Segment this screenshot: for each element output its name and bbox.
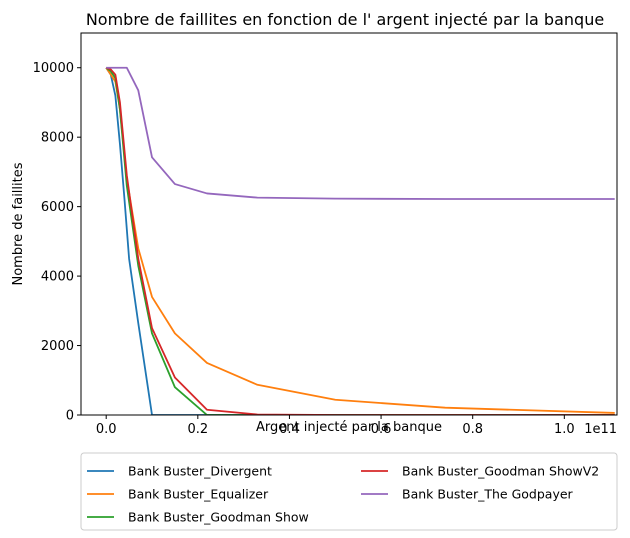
y-tick-label: 6000 <box>41 200 74 215</box>
legend: Bank Buster_Divergent Bank Buster_Equaliz… <box>80 452 618 531</box>
x-tick-label: 0.8 <box>462 422 483 437</box>
y-tick-label: 8000 <box>41 131 74 146</box>
series-line-3 <box>105 67 615 415</box>
y-axis: 0 2000 4000 6000 8000 10000 <box>33 61 81 424</box>
series-line-5 <box>106 66 615 200</box>
legend-label-3: Bank Buster_Goodman Show <box>128 510 309 525</box>
y-tick-label: 0 <box>66 409 74 424</box>
x-tick-label: 0.0 <box>96 422 117 437</box>
y-axis-title: Nombre de faillites <box>11 162 26 285</box>
y-tick-label: 2000 <box>41 339 74 354</box>
chart-title: Nombre de faillites en fonction de l' ar… <box>86 10 604 29</box>
series-layer <box>105 66 615 415</box>
y-tick-label: 10000 <box>33 61 74 76</box>
series-line-1 <box>105 67 615 415</box>
legend-label-2: Bank Buster_Equalizer <box>128 487 269 502</box>
x-axis-title: Argent injecté par la banque <box>256 420 442 435</box>
x-tick-label: 0.4 <box>279 422 300 437</box>
y-tick-label: 4000 <box>41 270 74 285</box>
x-offset-label: 1e11 <box>584 422 617 437</box>
x-tick-label: 1.0 <box>554 422 575 437</box>
legend-label-1: Bank Buster_Divergent <box>128 464 272 479</box>
x-tick-label: 0.2 <box>187 422 208 437</box>
plot-area <box>81 33 617 415</box>
series-line-4 <box>105 66 615 415</box>
x-tick-label: 0.6 <box>371 422 392 437</box>
legend-label-5: Bank Buster_The Godpayer <box>402 487 574 502</box>
plot-frame <box>80 32 618 416</box>
legend-label-4: Bank Buster_Goodman ShowV2 <box>402 464 599 479</box>
legend-items: Bank Buster_Divergent Bank Buster_Equaliz… <box>87 464 599 525</box>
x-axis: 0.0 0.2 0.4 0.6 0.8 1.0 <box>96 415 575 437</box>
legend-box <box>80 452 618 531</box>
